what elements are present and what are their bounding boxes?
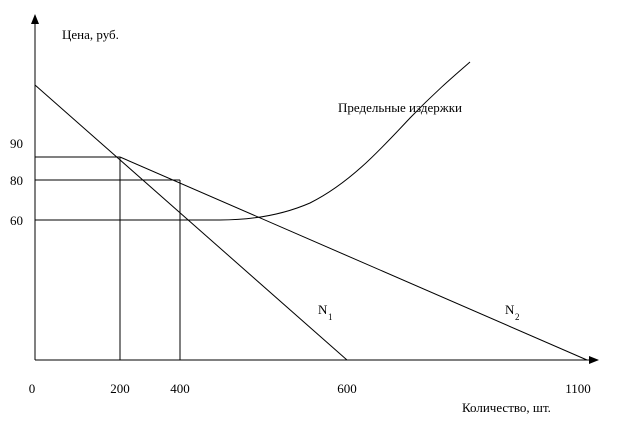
y-tick-label: 60 (10, 213, 23, 228)
x-tick-label: 600 (337, 381, 357, 396)
curve-label-sub: 2 (515, 312, 520, 322)
demand-n1 (34, 84, 348, 361)
x-tick-label: 400 (170, 381, 190, 396)
y-axis-label: Цена, руб. (62, 27, 119, 42)
x-tick-label: 0 (29, 381, 36, 396)
curve-label-sub: 1 (328, 312, 333, 322)
x-tick-label: 200 (110, 381, 130, 396)
marginal-cost-curve (35, 61, 471, 221)
curve-label: Предельные издержки (338, 100, 462, 115)
curve-label: N (318, 302, 328, 317)
y-tick-label: 80 (10, 173, 23, 188)
x-axis-label: Количество, шт. (462, 400, 551, 415)
y-tick-label: 90 (10, 136, 23, 151)
curve-label: N (505, 302, 515, 317)
demand-n2 (119, 156, 588, 361)
x-tick-label: 1100 (565, 381, 591, 396)
